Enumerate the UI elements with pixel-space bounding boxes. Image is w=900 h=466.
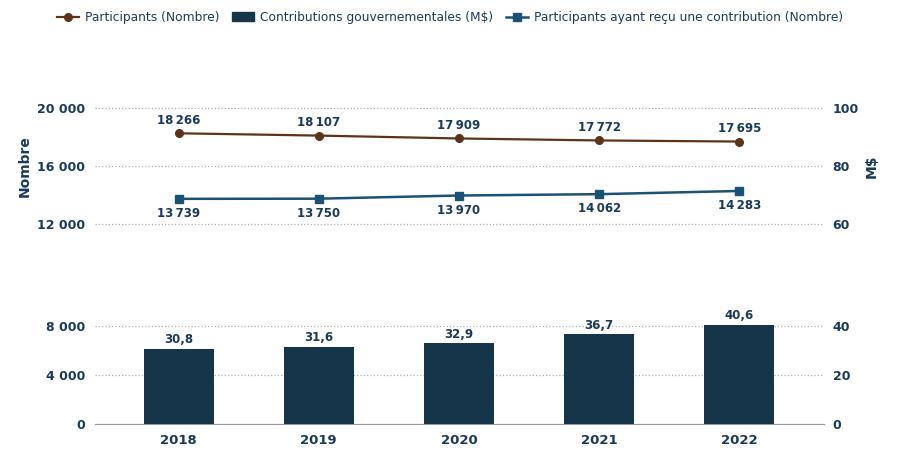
Bar [144, 349, 213, 424]
Text: 40,6: 40,6 [724, 309, 754, 322]
Y-axis label: M$: M$ [864, 154, 878, 178]
Text: 13 750: 13 750 [297, 207, 340, 220]
Legend: Participants (Nombre), Contributions gouvernementales (M$), Participants ayant r: Participants (Nombre), Contributions gou… [52, 6, 848, 29]
Text: 14 062: 14 062 [578, 202, 621, 215]
Text: 17 695: 17 695 [717, 122, 761, 135]
Bar [564, 334, 634, 424]
Text: 30,8: 30,8 [164, 333, 194, 346]
Text: 17 772: 17 772 [578, 121, 621, 134]
Text: 31,6: 31,6 [304, 331, 333, 344]
Text: 14 283: 14 283 [718, 199, 761, 212]
Bar [284, 347, 354, 424]
Text: 32,9: 32,9 [445, 328, 473, 341]
Text: 13 970: 13 970 [437, 204, 481, 217]
Text: 18 266: 18 266 [157, 114, 201, 127]
Y-axis label: Nombre: Nombre [18, 135, 32, 197]
Text: 36,7: 36,7 [585, 319, 614, 331]
Text: 13 739: 13 739 [158, 207, 200, 220]
Text: 18 107: 18 107 [297, 116, 340, 129]
Text: 17 909: 17 909 [437, 119, 481, 132]
Bar [424, 343, 494, 424]
Bar [705, 324, 774, 424]
